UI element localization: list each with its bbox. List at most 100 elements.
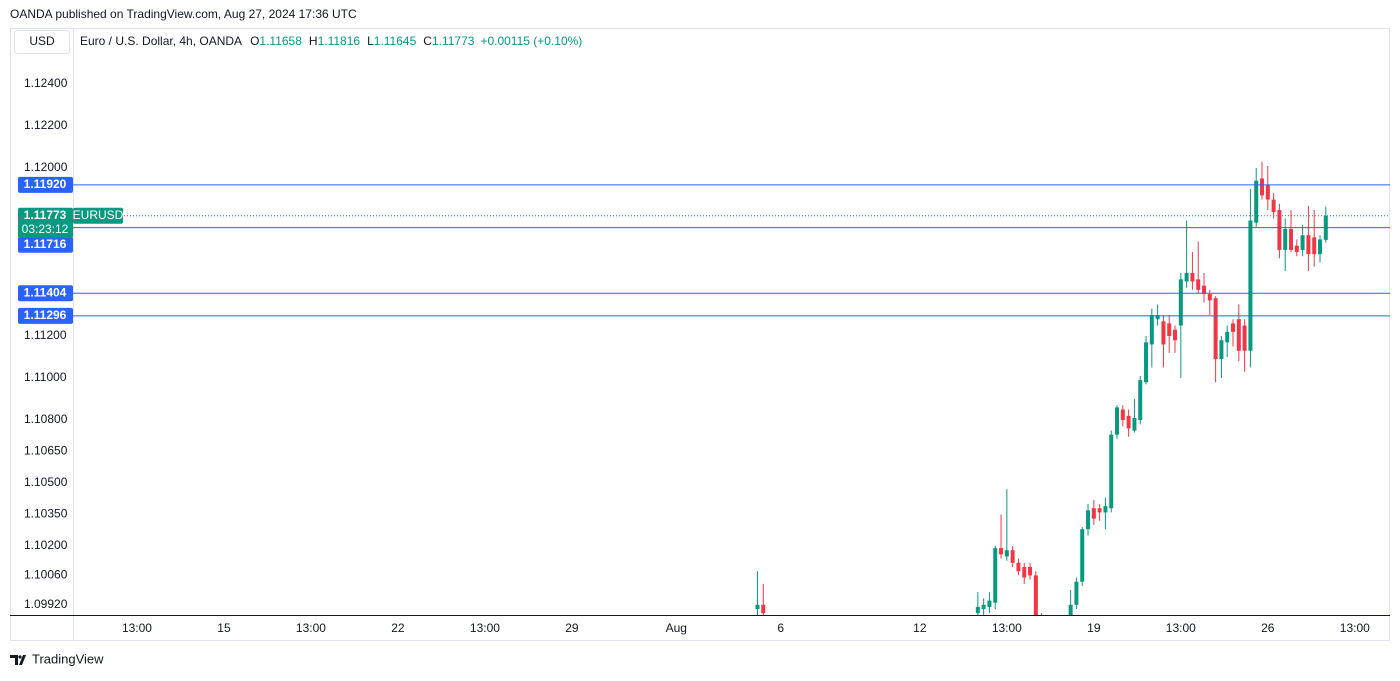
y-tick-label: 1.10350 <box>24 507 68 521</box>
y-tick-label: 1.11200 <box>24 328 67 342</box>
x-tick-label: 13:00 <box>296 621 326 635</box>
x-tick-label: 15 <box>217 621 231 635</box>
candle-body <box>1010 550 1015 563</box>
price-line-label: 1.11296 <box>24 308 67 322</box>
y-tick-label: 1.12200 <box>24 118 68 132</box>
x-tick-label: 26 <box>1261 621 1275 635</box>
ohlc-value: 1.11816 <box>318 34 361 48</box>
candle-body <box>1091 508 1096 519</box>
candle-body <box>1219 340 1224 360</box>
candle-body <box>1265 184 1270 200</box>
candle-body <box>1248 220 1253 351</box>
candle-body <box>1004 550 1009 557</box>
candle-body <box>1161 321 1166 345</box>
candle-body <box>1115 407 1120 435</box>
candle-body <box>1231 323 1236 332</box>
change: +0.00115 (+0.10%) <box>480 34 582 48</box>
candle-body <box>755 604 760 610</box>
x-tick-label: 19 <box>1087 621 1101 635</box>
candle-body <box>1184 273 1189 282</box>
y-tick-label: 1.10060 <box>24 568 68 582</box>
price-line-label: 1.11716 <box>24 237 67 251</box>
candle-body <box>1028 567 1033 576</box>
candle-body <box>1225 331 1230 343</box>
candle-body <box>1138 380 1143 421</box>
candle-body <box>999 548 1004 555</box>
candle-body <box>1086 510 1091 530</box>
candle-body <box>1126 415 1131 429</box>
candle-body <box>1080 529 1085 582</box>
candle-body <box>1103 506 1108 513</box>
ohlc-key: C <box>423 34 432 48</box>
candle-body <box>1016 562 1021 572</box>
last-price-label: 1.11773 <box>24 208 67 222</box>
tradingview-logo <box>10 655 26 665</box>
candle-body <box>1068 604 1073 615</box>
candle-body <box>1213 298 1218 360</box>
published-note: OANDA published on TradingView.com, Aug … <box>10 7 357 21</box>
y-tick-label: 1.09920 <box>24 597 68 611</box>
countdown: 03:23:12 <box>22 222 69 236</box>
candle-body <box>1202 285 1207 295</box>
ohlc-key: O <box>250 34 259 48</box>
candle-body <box>1196 279 1201 290</box>
candle-body <box>1289 228 1294 250</box>
candle-body <box>1254 180 1259 223</box>
price-line-tag <box>18 307 73 324</box>
y-tick-label: 1.10200 <box>24 538 68 552</box>
x-tick-label: Aug <box>666 621 687 635</box>
candle-body <box>1283 228 1288 250</box>
y-tick-label: 1.11000 <box>24 370 67 384</box>
symbol-tag-label: EURUSD <box>73 208 124 222</box>
candle-body <box>981 604 986 610</box>
candle-body <box>1132 417 1137 431</box>
candle-body <box>1097 508 1102 513</box>
candle-body <box>1260 178 1265 196</box>
candle-body <box>1271 199 1276 213</box>
footer-brand: TradingView <box>32 651 104 666</box>
candle-body <box>1236 319 1241 351</box>
price-line-label: 1.11920 <box>24 177 67 191</box>
x-tick-label: 13:00 <box>122 621 152 635</box>
candle-body <box>1144 342 1149 383</box>
ohlc-key: H <box>309 34 318 48</box>
symbol-tag <box>73 207 123 224</box>
y-tick-label: 1.12000 <box>24 160 68 174</box>
candle-body <box>1149 315 1154 345</box>
candle-body <box>975 606 980 614</box>
x-tick-label: 22 <box>391 621 405 635</box>
candle-body <box>1074 581 1079 605</box>
candle-body <box>1178 279 1183 326</box>
candle-body <box>993 548 998 603</box>
last-price-tag <box>18 207 73 238</box>
legend-line: Euro / U.S. Dollar, 4h, OANDA O1.11658 H1.… <box>80 34 582 48</box>
candle-body <box>1300 235 1305 250</box>
price-line-label: 1.11404 <box>24 285 67 299</box>
y-tick-label: 1.10650 <box>24 444 68 458</box>
candle-body <box>1109 434 1114 509</box>
candle-body <box>1277 210 1282 250</box>
candle-body <box>1022 567 1027 578</box>
ohlc-value: 1.11645 <box>374 34 417 48</box>
x-tick-label: 13:00 <box>1340 621 1370 635</box>
x-tick-label: 6 <box>777 621 784 635</box>
candles <box>755 161 1328 615</box>
candle-body <box>1190 273 1195 282</box>
ohlc-value: 1.11658 <box>259 34 302 48</box>
price-line-tag <box>18 236 73 253</box>
candle-body <box>1312 237 1317 255</box>
x-tick-label: 13:00 <box>992 621 1022 635</box>
y-tick-label: 1.10500 <box>24 475 68 489</box>
candle-body <box>987 600 992 607</box>
candle-body <box>1155 315 1160 320</box>
price-line-tag <box>18 176 73 193</box>
candle-body <box>1242 325 1247 351</box>
candle-body <box>1033 575 1038 615</box>
candle-body <box>1306 235 1311 255</box>
candle-body <box>1207 294 1212 301</box>
currency-button[interactable] <box>14 30 70 54</box>
currency: USD <box>29 34 55 48</box>
x-tick-label: 29 <box>565 621 579 635</box>
